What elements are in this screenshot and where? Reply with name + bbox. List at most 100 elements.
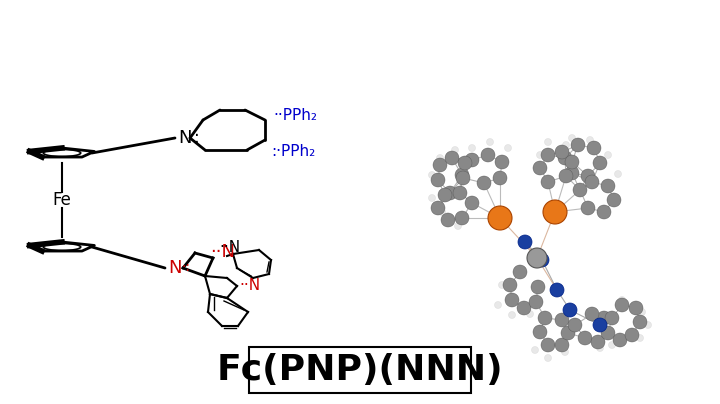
Circle shape [597,311,611,325]
Circle shape [585,175,599,189]
Circle shape [591,335,605,349]
Circle shape [436,154,444,162]
Circle shape [571,138,585,152]
Circle shape [487,139,493,145]
Circle shape [454,223,462,229]
Circle shape [458,156,472,170]
Circle shape [550,283,564,297]
Circle shape [455,168,469,182]
Circle shape [587,141,601,155]
Circle shape [585,307,599,321]
Circle shape [456,171,470,185]
Circle shape [428,172,436,179]
Circle shape [541,338,555,352]
Circle shape [601,179,615,193]
Circle shape [495,301,502,309]
Circle shape [465,153,479,167]
Circle shape [477,176,491,190]
Circle shape [639,309,646,316]
Circle shape [453,186,467,200]
Circle shape [527,248,547,268]
Circle shape [503,278,517,292]
Circle shape [544,139,552,145]
Circle shape [431,201,445,215]
Circle shape [505,145,511,152]
Circle shape [563,303,577,317]
Circle shape [451,147,459,154]
Circle shape [535,253,549,267]
Circle shape [445,151,459,165]
Circle shape [644,322,652,328]
Circle shape [508,311,516,318]
Text: N: N [179,129,192,147]
Circle shape [569,135,575,141]
Circle shape [555,145,569,159]
Circle shape [543,200,567,224]
Circle shape [518,235,532,249]
Circle shape [565,155,579,169]
Circle shape [633,315,647,329]
Circle shape [438,208,446,215]
Circle shape [541,148,555,162]
Circle shape [615,298,629,312]
Text: Fe: Fe [53,191,71,209]
Circle shape [561,326,575,340]
Circle shape [498,282,505,288]
Circle shape [555,313,569,327]
Circle shape [608,341,616,349]
Circle shape [558,151,572,165]
Circle shape [526,311,534,318]
Circle shape [593,318,607,332]
FancyBboxPatch shape [249,347,471,393]
Circle shape [533,325,547,339]
Circle shape [614,170,621,177]
Circle shape [596,345,603,351]
Circle shape [493,171,507,185]
Text: ··N: ··N [239,278,260,293]
Circle shape [581,201,595,215]
Circle shape [469,145,475,152]
Circle shape [636,335,644,341]
Circle shape [605,311,619,325]
Circle shape [593,156,607,170]
Circle shape [569,322,575,328]
Circle shape [618,297,626,303]
Circle shape [629,301,643,315]
Circle shape [541,175,555,189]
Circle shape [555,338,569,352]
Circle shape [613,333,627,347]
Circle shape [529,295,543,309]
Circle shape [443,186,457,200]
Circle shape [581,169,595,183]
Circle shape [603,185,610,191]
Circle shape [544,354,552,362]
Circle shape [597,205,611,219]
Circle shape [587,137,593,143]
Circle shape [531,347,539,354]
Circle shape [505,293,519,307]
Circle shape [601,326,615,340]
Circle shape [565,166,579,180]
Text: N: N [168,259,181,277]
Circle shape [455,211,469,225]
Circle shape [559,169,573,183]
Circle shape [578,331,592,345]
Text: :·PPh₂: :·PPh₂ [271,145,315,160]
Circle shape [433,158,447,172]
Circle shape [488,206,512,230]
Circle shape [568,318,582,332]
Circle shape [428,194,436,202]
Text: ··N: ··N [210,243,235,261]
Circle shape [438,188,452,202]
Circle shape [562,349,569,356]
Circle shape [531,280,545,294]
Circle shape [441,213,455,227]
Text: Fc(PNP)(NNN): Fc(PNP)(NNN) [217,353,503,387]
Circle shape [465,196,479,210]
Circle shape [538,311,552,325]
Circle shape [536,152,544,158]
Circle shape [607,193,621,207]
Circle shape [513,265,527,279]
Circle shape [431,173,445,187]
Text: ··PPh₂: ··PPh₂ [273,109,317,124]
